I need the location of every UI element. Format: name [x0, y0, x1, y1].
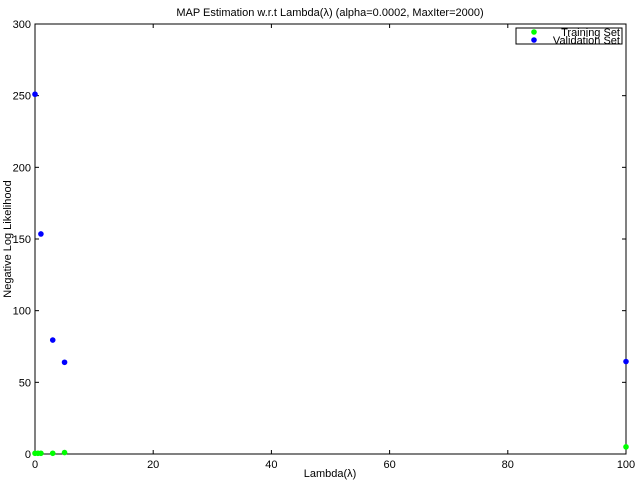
legend-marker-training	[531, 29, 537, 35]
validation-set-point	[32, 91, 38, 98]
validation-set-point	[38, 231, 44, 237]
y-tick-label: 50	[19, 377, 31, 389]
data-points	[32, 91, 629, 457]
y-tick-label: 100	[13, 306, 31, 318]
legend: Training Set Validation Set	[515, 27, 623, 47]
chart-title: MAP Estimation w.r.t Lambda(λ) (alpha=0.…	[176, 7, 483, 19]
training-set-point	[49, 450, 56, 457]
x-tick-label: 20	[147, 459, 159, 471]
training-set-point	[623, 444, 629, 450]
legend-box	[515, 27, 623, 45]
x-tick-label: 80	[502, 459, 514, 471]
training-set-point	[38, 450, 44, 457]
training-set-point	[61, 449, 68, 456]
y-tick-label: 200	[13, 162, 31, 174]
legend-label-validation: Validation Set	[553, 35, 620, 47]
x-tick-label: 0	[32, 459, 38, 471]
x-axis-label: Lambda(λ)	[304, 468, 357, 480]
y-tick-label: 300	[13, 19, 31, 31]
validation-set-point	[49, 337, 56, 343]
legend-marker-validation	[531, 37, 537, 43]
y-tick-label: 0	[25, 449, 31, 461]
x-tick-label: 100	[617, 459, 635, 471]
x-tick-label: 60	[383, 459, 395, 471]
x-axis: 0 20 40 60 80 100	[32, 24, 635, 471]
y-tick-label: 250	[13, 91, 31, 103]
legend-label-training: Training Set	[561, 27, 620, 39]
y-tick-label: 150	[13, 234, 31, 246]
validation-set-point	[61, 359, 68, 366]
validation-set-point	[623, 358, 629, 365]
y-axis-label: Negative Log Likelihood	[2, 180, 14, 297]
x-tick-label: 40	[265, 459, 277, 471]
